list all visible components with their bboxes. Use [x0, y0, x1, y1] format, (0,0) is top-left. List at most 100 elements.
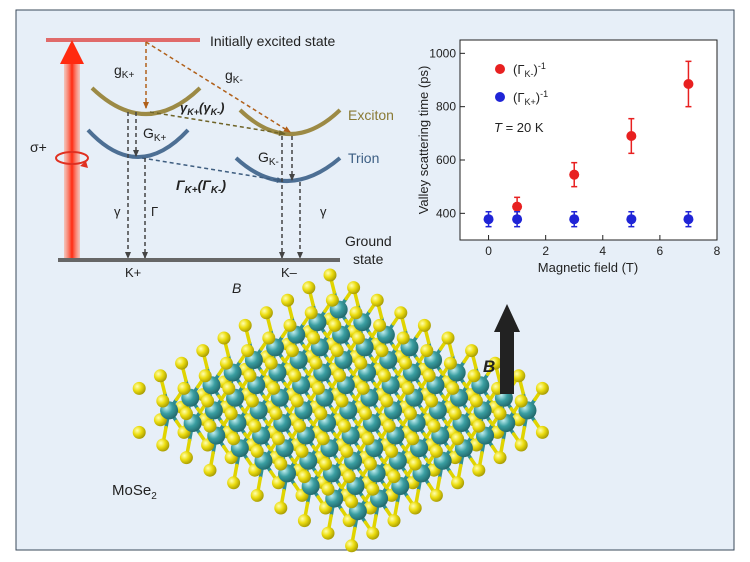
se-atom	[321, 482, 335, 496]
se-atom	[448, 407, 462, 421]
se-atom	[314, 407, 328, 421]
se-atom	[316, 432, 330, 446]
valley-k-minus-label: K–	[281, 265, 298, 280]
se-atom	[323, 268, 337, 282]
se-atom	[420, 344, 434, 358]
exciton-band-k-minus	[238, 108, 342, 136]
se-atom	[429, 444, 443, 458]
se-atom	[250, 444, 264, 458]
chart-x-tick-label: 4	[599, 244, 606, 258]
se-atom	[295, 444, 309, 458]
se-atom	[325, 293, 339, 307]
energy-level-diagram: Initially excited state σ+ Exciton Trion	[30, 33, 394, 296]
se-atom	[179, 451, 193, 465]
se-atom	[293, 419, 307, 433]
legend-label-gamma-k-minus: (ΓK-)-1	[513, 61, 546, 79]
se-atom	[469, 394, 483, 408]
se-atom	[319, 457, 333, 471]
chart-temperature-annotation: T = 20 K	[494, 120, 544, 135]
chart-point-gamma-k-plus	[512, 214, 523, 225]
se-atom	[248, 419, 262, 433]
se-atom	[472, 419, 486, 433]
se-atom	[345, 539, 359, 553]
se-atom	[375, 344, 389, 358]
chart-x-tick-label: 8	[714, 244, 721, 258]
se-atom	[311, 381, 325, 395]
se-atom	[267, 381, 281, 395]
se-atom	[203, 419, 217, 433]
chart-legend: (ΓK-)-1 (ΓK+)-1	[495, 61, 548, 107]
se-atom	[514, 438, 528, 452]
se-atom	[359, 407, 373, 421]
chart-point-gamma-k-minus	[626, 131, 637, 141]
se-atom	[377, 369, 391, 383]
se-atom	[401, 381, 415, 395]
lattice-atoms	[132, 268, 549, 553]
scattering-time-chart: 0 2 4 6 8 400 600 800 1000 Magnetic field (T) Va…	[416, 39, 721, 275]
se-atom	[351, 331, 365, 345]
se-atom	[467, 369, 481, 383]
se-atom	[514, 394, 528, 408]
se-atom	[243, 369, 257, 383]
se-atom	[196, 344, 210, 358]
se-atom	[387, 470, 401, 484]
se-atom	[203, 463, 217, 477]
se-atom	[333, 369, 347, 383]
se-atom	[422, 369, 436, 383]
se-atom	[366, 482, 380, 496]
trion-label: Trion	[348, 150, 379, 166]
magnetic-field-label: B	[483, 357, 495, 376]
se-atom	[132, 381, 146, 395]
se-atom	[245, 394, 259, 408]
material-label: MoSe2	[112, 482, 157, 502]
se-atom	[356, 381, 370, 395]
se-atom	[179, 407, 193, 421]
se-atom	[443, 356, 457, 370]
se-atom	[309, 356, 323, 370]
se-atom	[408, 457, 422, 471]
chart-y-tick-label: 800	[436, 100, 456, 114]
se-atom	[285, 344, 299, 358]
se-atom	[217, 331, 231, 345]
se-atom	[297, 470, 311, 484]
se-atom	[493, 451, 507, 465]
chart-point-gamma-k-plus	[683, 214, 694, 225]
se-atom	[493, 407, 507, 421]
se-atom	[345, 495, 359, 509]
se-atom	[387, 514, 401, 528]
mose2-lattice: B	[132, 268, 549, 553]
legend-label-gamma-k-plus: (ΓK+)-1	[513, 89, 548, 107]
se-atom	[153, 369, 167, 383]
se-atom	[274, 501, 288, 515]
se-atom	[337, 419, 351, 433]
field-b-label: B	[232, 280, 241, 296]
se-atom	[361, 432, 375, 446]
se-atom	[156, 394, 170, 408]
se-atom	[399, 356, 413, 370]
se-atom	[406, 432, 420, 446]
se-atom	[342, 470, 356, 484]
se-atom	[302, 281, 316, 295]
chart-point-gamma-k-plus	[483, 214, 494, 225]
valley-k-plus-label: K+	[125, 265, 141, 280]
excited-state-label: Initially excited state	[210, 33, 335, 49]
chart-plot-area	[459, 39, 718, 241]
se-atom	[241, 344, 255, 358]
G-k-plus-label: GK+	[143, 125, 167, 144]
se-atom	[269, 407, 283, 421]
se-atom	[271, 432, 285, 446]
se-atom	[288, 369, 302, 383]
chart-x-tick-label: 6	[657, 244, 664, 258]
ground-state-label-1: Ground	[345, 233, 392, 249]
se-atom	[472, 463, 486, 477]
se-atom	[262, 331, 276, 345]
chart-y-tick-label: 400	[436, 206, 456, 220]
se-atom	[132, 425, 146, 439]
chart-point-gamma-k-minus	[512, 201, 523, 212]
gamma-exciton-label: γK+(γK-)	[180, 100, 224, 117]
gamma-left-label: γ	[114, 204, 121, 219]
se-atom	[394, 306, 408, 320]
pump-arrow	[60, 40, 84, 258]
chart-x-tick-label: 0	[485, 244, 492, 258]
